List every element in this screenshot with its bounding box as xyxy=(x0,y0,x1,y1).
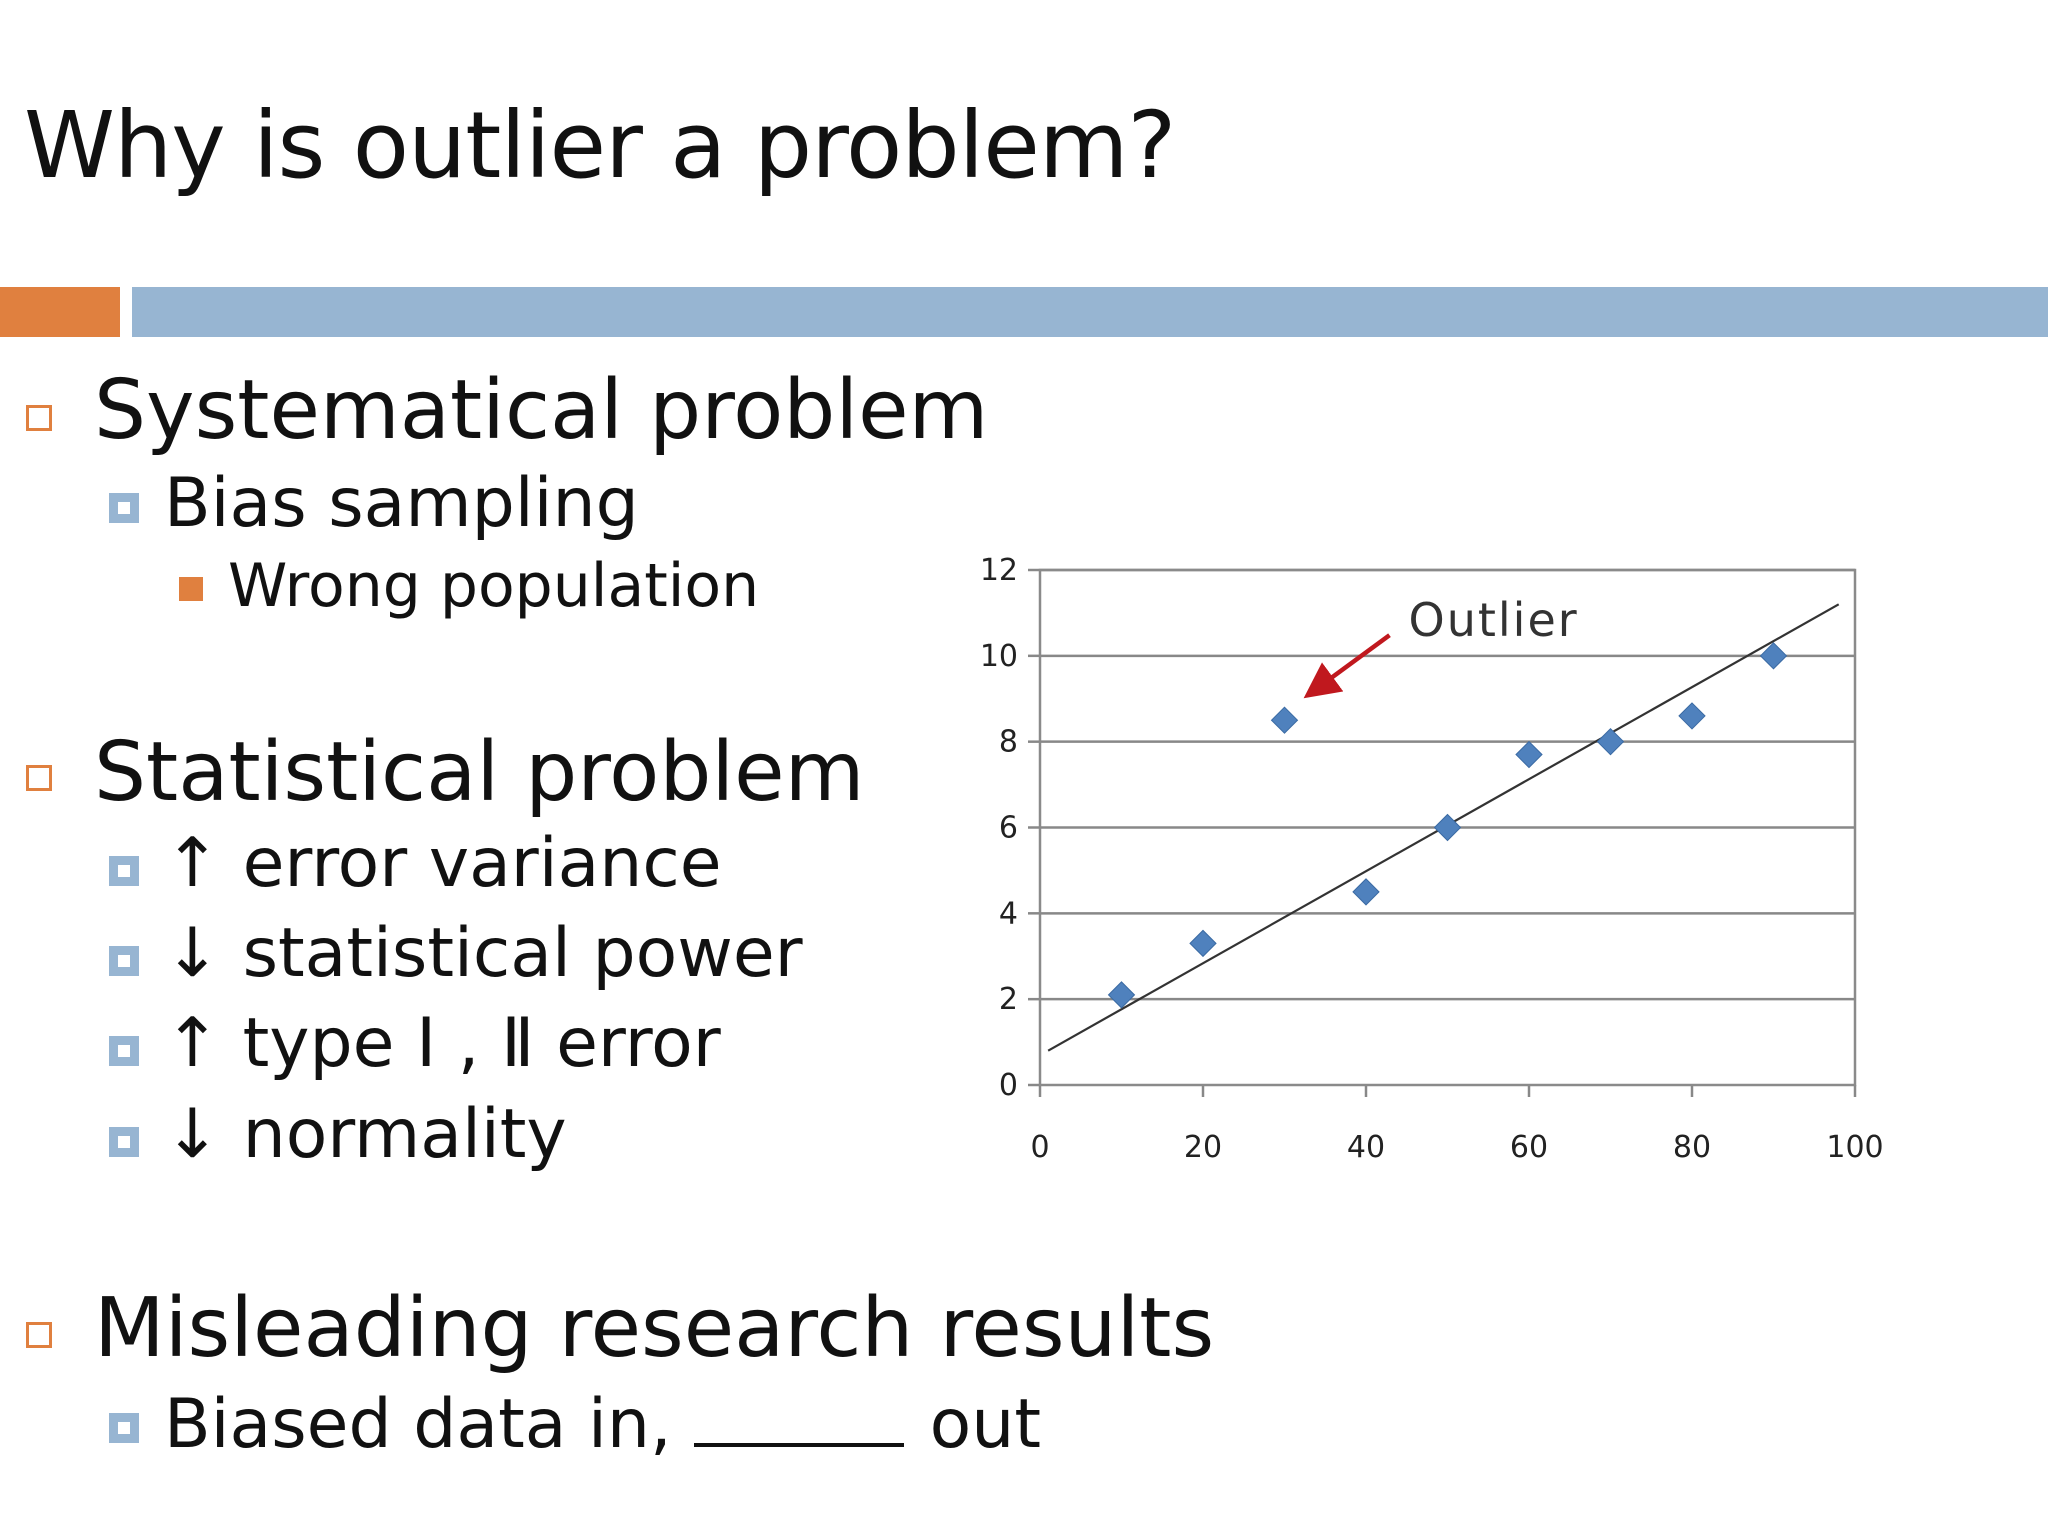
item-wrong-population: Wrong population xyxy=(228,551,760,621)
fill-in-blank xyxy=(693,1387,904,1447)
y-tick-label: 4 xyxy=(999,896,1018,931)
y-tick-label: 12 xyxy=(980,553,1018,588)
data-point-marker xyxy=(1515,740,1543,769)
sub-bullet-icon xyxy=(109,1036,139,1066)
plot-area-border xyxy=(1038,568,1857,1087)
data-point-marker xyxy=(1596,727,1625,756)
y-tick-label: 10 xyxy=(980,639,1018,674)
sub-bullet-icon xyxy=(109,493,139,523)
title-accent-bar-blue xyxy=(132,287,2048,337)
biased-data-text: Biased data in, xyxy=(164,1385,672,1464)
tick-labels: 0 2 4 6 8 10 12 0 20 40 60 80 100 xyxy=(980,553,1884,1165)
data-point-marker xyxy=(1189,929,1217,958)
item-error-variance: ↑ error variance xyxy=(164,824,722,903)
data-point-marker xyxy=(1678,702,1706,730)
section-heading-misleading: Misleading research results xyxy=(94,1281,1215,1376)
scatter-chart: 0 2 4 6 8 10 12 0 20 40 60 80 100 Outlier xyxy=(980,553,1884,1165)
item-type-error: ↑ type Ⅰ , Ⅱ error xyxy=(164,1004,721,1083)
section-bullet-icon xyxy=(26,405,52,431)
x-tick-label: 100 xyxy=(1826,1130,1883,1165)
x-tick-label: 60 xyxy=(1510,1130,1548,1165)
subsub-bullet-icon xyxy=(179,577,203,601)
data-points xyxy=(1107,642,1788,1009)
axes xyxy=(1028,568,1857,1097)
title-accent-bar-orange xyxy=(0,287,120,337)
item-biased-data: Biased data in, out xyxy=(164,1387,1041,1459)
data-point-marker xyxy=(1107,981,1136,1009)
data-point-marker xyxy=(1270,706,1299,734)
item-normality: ↓ normality xyxy=(164,1095,567,1174)
section-heading-systematical: Systematical problem xyxy=(94,363,989,458)
data-point-marker xyxy=(1433,813,1462,842)
y-tick-label: 0 xyxy=(999,1068,1018,1103)
sub-bullet-icon xyxy=(109,1127,139,1157)
section-bullet-icon xyxy=(26,765,52,791)
data-point-marker xyxy=(1352,878,1380,906)
outlier-label: Outlier xyxy=(1409,593,1579,647)
x-tick-label: 80 xyxy=(1673,1130,1711,1165)
sub-bullet-icon xyxy=(109,946,139,976)
outlier-arrow xyxy=(1303,633,1391,699)
y-tick-label: 6 xyxy=(999,811,1018,846)
x-tick-label: 40 xyxy=(1347,1130,1385,1165)
x-tick-label: 0 xyxy=(1030,1130,1049,1165)
slide-title: Why is outlier a problem? xyxy=(24,92,1176,199)
sub-bullet-icon xyxy=(109,1413,139,1443)
biased-data-out-text: out xyxy=(929,1385,1042,1464)
section-heading-statistical: Statistical problem xyxy=(94,725,865,820)
section-bullet-icon xyxy=(26,1322,52,1348)
data-point-marker xyxy=(1759,642,1788,670)
item-bias-sampling: Bias sampling xyxy=(164,464,639,543)
y-tick-label: 8 xyxy=(999,725,1018,760)
item-statistical-power: ↓ statistical power xyxy=(164,914,803,993)
x-tick-label: 20 xyxy=(1184,1130,1222,1165)
y-tick-label: 2 xyxy=(999,982,1018,1017)
annotation-layer: Outlier xyxy=(1303,593,1579,699)
sub-bullet-icon xyxy=(109,856,139,886)
